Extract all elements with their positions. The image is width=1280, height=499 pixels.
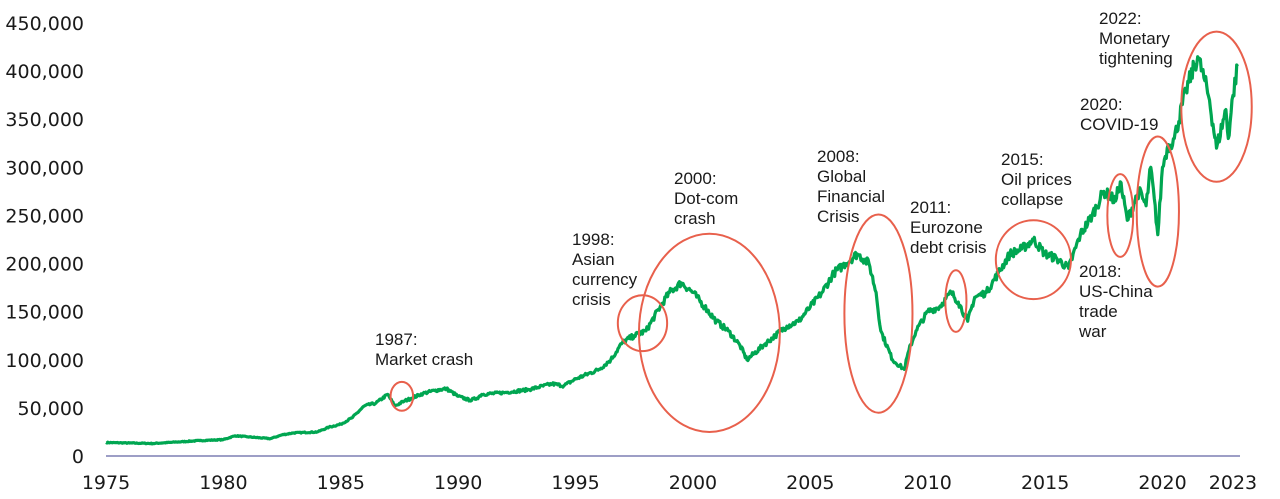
y-tick-label: 50,000	[18, 398, 84, 420]
x-tick-label: 2020	[1138, 472, 1186, 494]
x-tick-label: 2005	[786, 472, 834, 494]
x-tick-label: 2010	[904, 472, 952, 494]
event-label-line: debt crisis	[910, 238, 987, 257]
event-annotations: 1987: Market crash 1998: Asian currency crisi…	[375, 9, 1173, 369]
event-circle	[1106, 173, 1135, 258]
x-tick-label: 2023	[1209, 472, 1257, 494]
event-circle	[994, 219, 1072, 301]
y-tick-label: 100,000	[5, 350, 84, 372]
event-label-line: trade	[1079, 302, 1118, 321]
y-tick-label: 300,000	[5, 157, 84, 179]
event-label-line: 2015:	[1001, 150, 1044, 169]
event-label: 1987: Market crash	[375, 330, 473, 369]
event-label-line: 2020:	[1080, 95, 1123, 114]
event-label-line: Dot-com	[674, 189, 738, 208]
event-label-line: war	[1078, 322, 1107, 341]
event-label: 2018: US-China trade war	[1078, 262, 1153, 341]
y-tick-label: 400,000	[5, 61, 84, 83]
x-tick-label: 1985	[317, 472, 365, 494]
y-tick-label: 450,000	[5, 13, 84, 35]
event-label-line: 2000:	[674, 169, 717, 188]
event-label-line: Asian	[572, 250, 615, 269]
event-highlight-circles	[389, 30, 1253, 433]
y-tick-label: 250,000	[5, 205, 84, 227]
x-tick-label: 2015	[1021, 472, 1069, 494]
event-label-line: Monetary	[1099, 29, 1170, 48]
event-label-line: crisis	[572, 290, 611, 309]
y-tick-label: 0	[72, 446, 84, 468]
event-label-line: Oil prices	[1001, 170, 1072, 189]
event-label-line: 1987:	[375, 330, 418, 349]
x-tick-label: 2000	[669, 472, 717, 494]
y-tick-label: 200,000	[5, 254, 84, 276]
x-tick-label: 1990	[434, 472, 482, 494]
event-label-line: 2011:	[910, 198, 951, 217]
event-circle	[616, 294, 669, 353]
x-tick-label: 1975	[82, 472, 130, 494]
event-label-line: currency	[572, 270, 638, 289]
event-label-line: tightening	[1099, 49, 1173, 68]
event-label: 2022: Monetary tightening	[1099, 9, 1173, 68]
x-tick-label: 1995	[551, 472, 599, 494]
event-circle	[1180, 30, 1253, 183]
event-circle	[389, 380, 415, 412]
event-label-line: Financial	[817, 187, 885, 206]
event-label-line: Crisis	[817, 207, 860, 226]
y-tick-label: 350,000	[5, 109, 84, 131]
event-label: 1998: Asian currency crisis	[572, 230, 638, 309]
event-label-line: 2022:	[1099, 9, 1142, 28]
event-label-line: Global	[817, 167, 866, 186]
event-label: 2020: COVID-19	[1080, 95, 1158, 134]
event-label-line: crash	[674, 209, 716, 228]
event-label: 2000: Dot-com crash	[674, 169, 738, 228]
x-axis-tick-labels: 1975 1980 1985 1990 1995 2000 2005 2010 2015 2020…	[82, 472, 1257, 494]
event-label-line: collapse	[1001, 190, 1063, 209]
y-tick-label: 150,000	[5, 302, 84, 324]
event-label: 2008: Global Financial Crisis	[817, 147, 885, 226]
event-label: 2015: Oil prices collapse	[1001, 150, 1072, 209]
event-label-line: 1998:	[572, 230, 615, 249]
event-circle	[1135, 135, 1180, 288]
event-label-line: US-China	[1079, 282, 1153, 301]
event-circle	[637, 232, 781, 433]
event-label: 2011: Eurozone debt crisis	[910, 198, 987, 257]
event-circle	[843, 213, 914, 414]
event-label-line: Eurozone	[910, 218, 983, 237]
x-tick-label: 1980	[199, 472, 247, 494]
event-label-line: Market crash	[375, 350, 473, 369]
y-axis-tick-labels: 0 50,000 100,000 150,000 200,000 250,000 300,0…	[5, 13, 84, 468]
series-line	[105, 55, 1239, 446]
event-label-line: 2008:	[817, 147, 860, 166]
event-label-line: COVID-19	[1080, 115, 1158, 134]
event-circle	[944, 269, 968, 333]
event-label-line: 2018:	[1079, 262, 1122, 281]
